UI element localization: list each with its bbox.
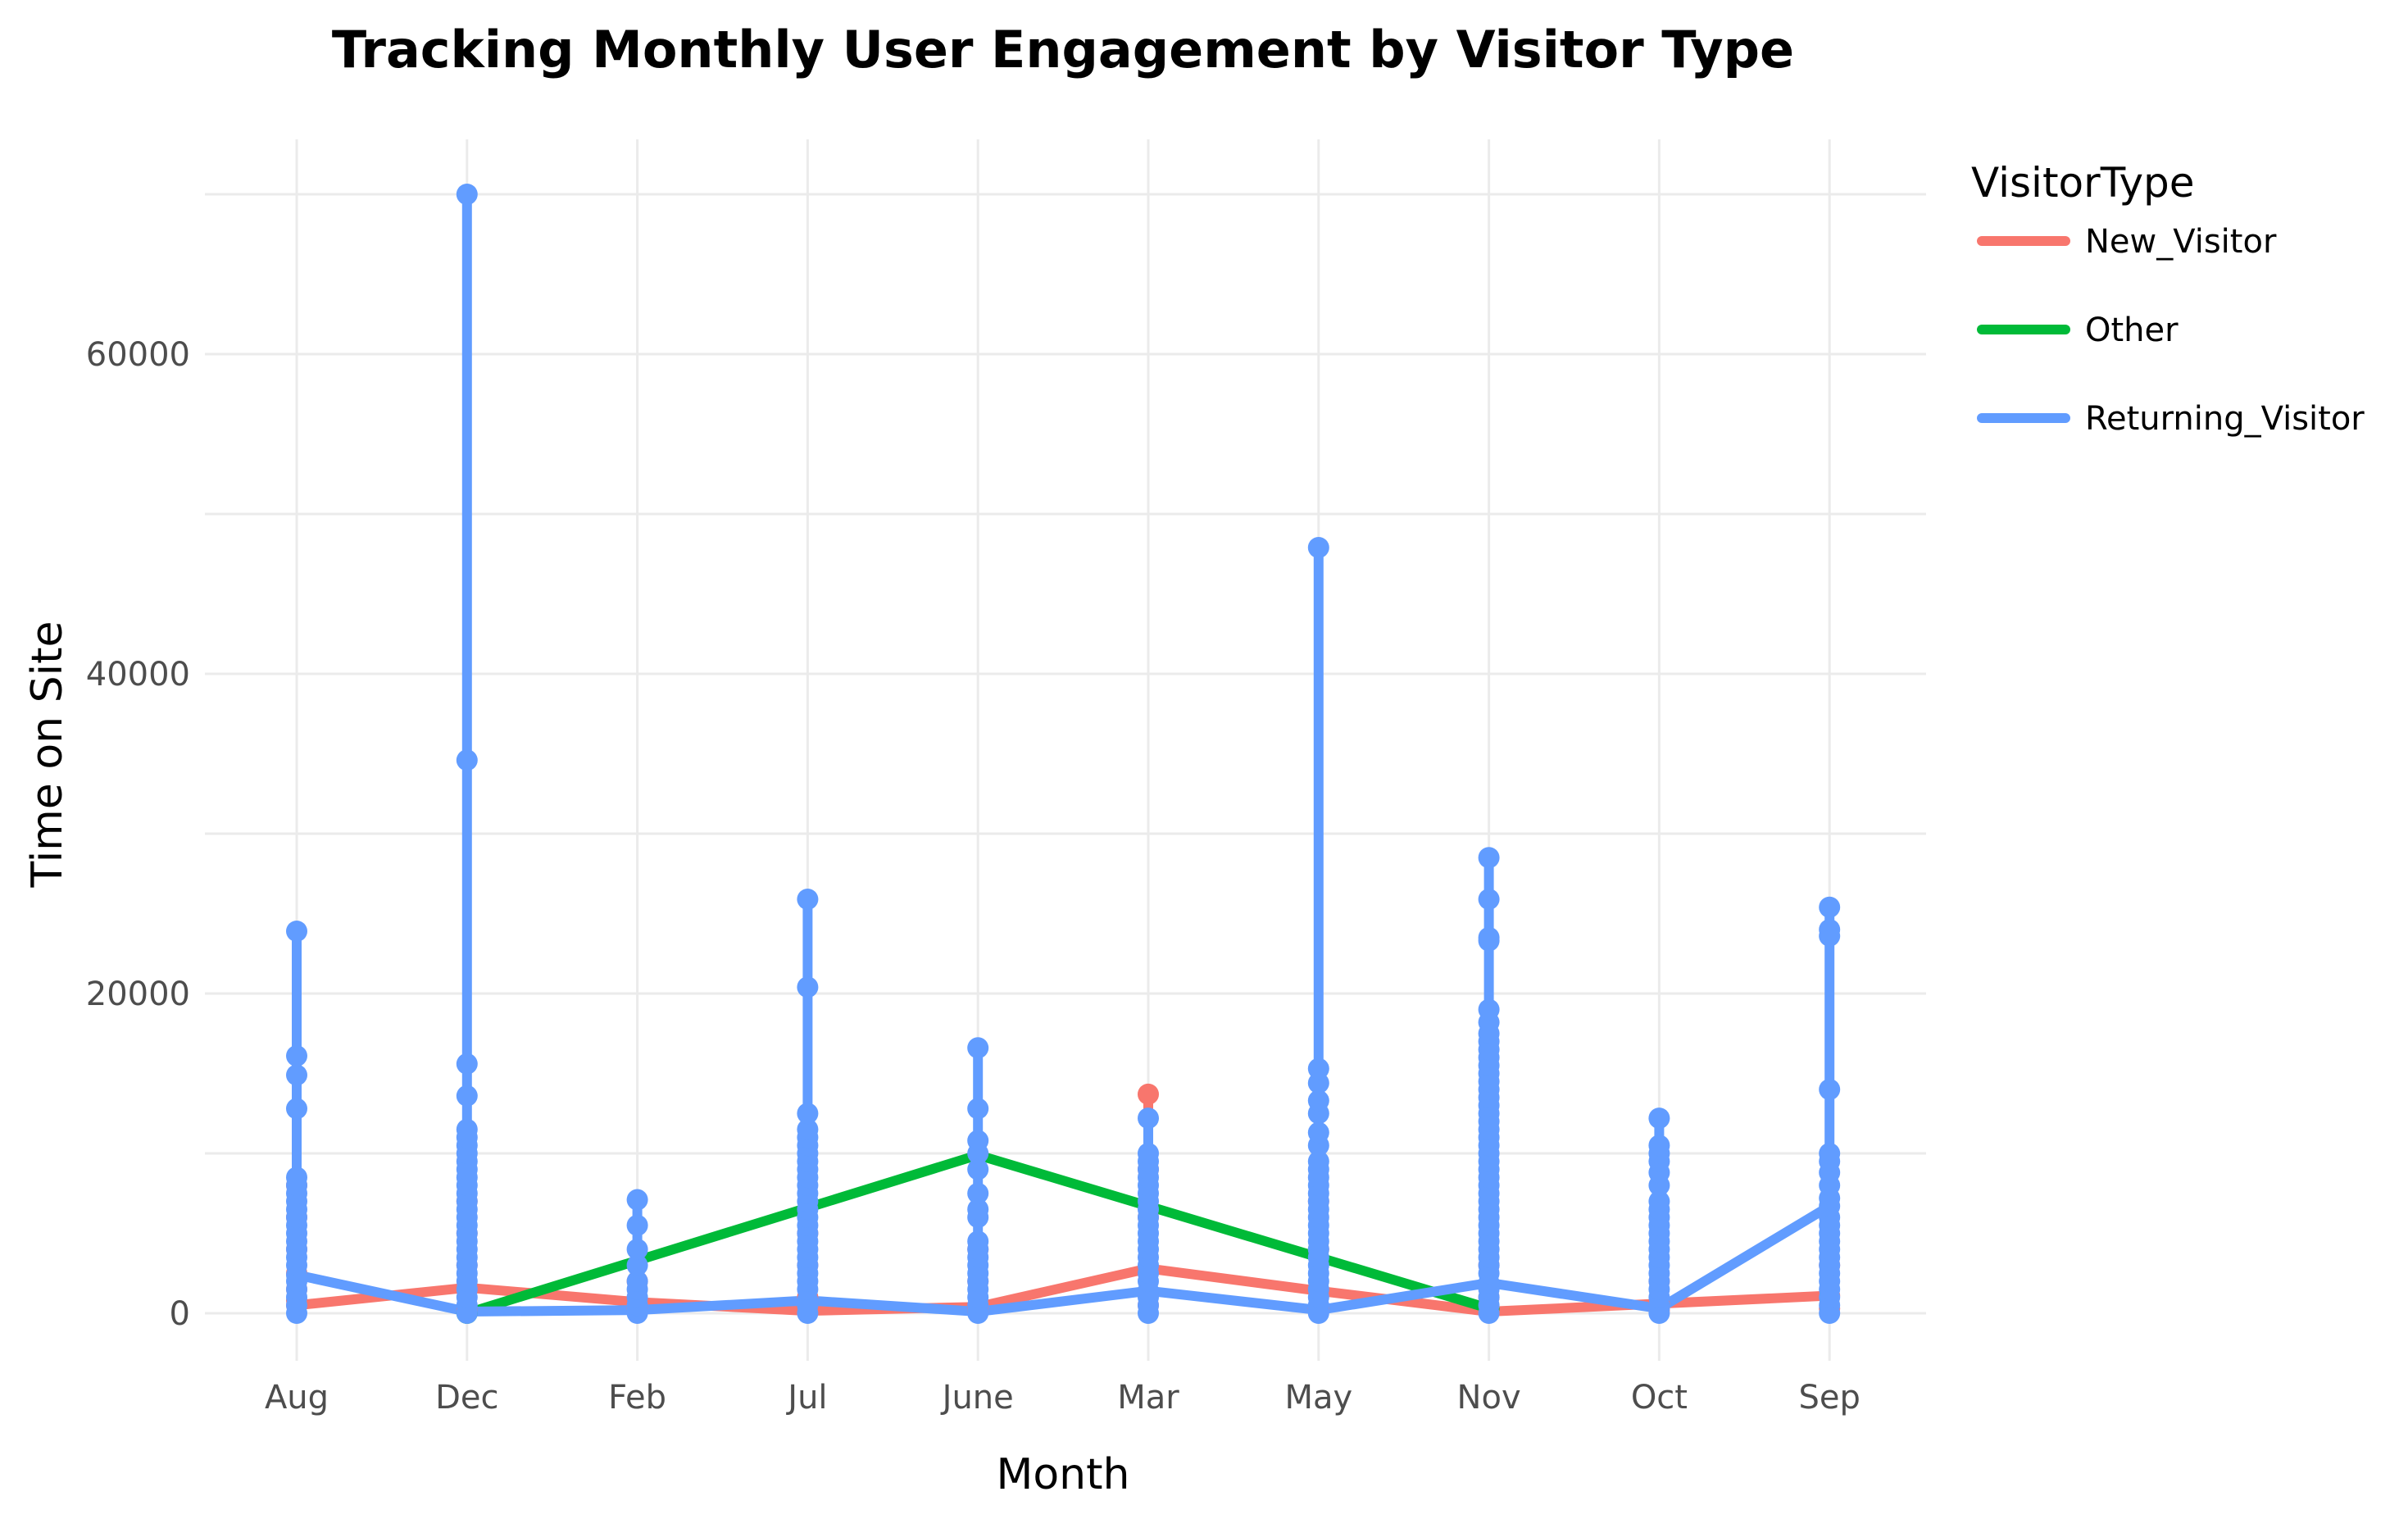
series-line-new-visitor xyxy=(292,1263,1835,1317)
y-tick-label: 40000 xyxy=(86,656,190,694)
data-point-returning-visitor xyxy=(626,1254,648,1276)
legend-label-returning-visitor: Returning_Visitor xyxy=(2085,400,2365,438)
series-layer xyxy=(292,189,1835,1318)
data-point-returning-visitor xyxy=(1648,1107,1670,1130)
data-point-returning-visitor xyxy=(797,976,819,998)
data-point-returning-visitor xyxy=(286,920,307,942)
data-point-returning-visitor xyxy=(1307,1121,1329,1144)
data-point-returning-visitor xyxy=(1307,536,1329,558)
data-point-returning-visitor xyxy=(286,1064,307,1086)
data-point-returning-visitor xyxy=(967,1182,989,1204)
data-point-returning-visitor xyxy=(1819,896,1841,918)
series-line-returning-visitor xyxy=(292,1201,1835,1317)
data-point-returning-visitor xyxy=(1478,998,1500,1021)
data-point-returning-visitor xyxy=(1819,919,1841,940)
x-tick-label: Aug xyxy=(265,1379,329,1417)
data-point-returning-visitor xyxy=(967,1158,989,1180)
x-tick-label: Mar xyxy=(1117,1379,1179,1417)
x-tick-label: Oct xyxy=(1631,1379,1688,1417)
data-point-returning-visitor xyxy=(456,749,478,771)
data-point-returning-visitor xyxy=(1478,926,1500,948)
data-point-returning-visitor xyxy=(797,888,819,910)
legend-title: VisitorType xyxy=(1971,159,2195,207)
y-tick-label: 20000 xyxy=(86,976,190,1013)
data-point-returning-visitor xyxy=(456,1053,478,1075)
data-point-returning-visitor xyxy=(967,1198,989,1221)
x-tick-label: Nov xyxy=(1457,1379,1521,1417)
data-point-new-visitor xyxy=(1138,1083,1159,1105)
axis-layer: 0 20000 40000 60000 Aug Dec Feb Jul June Mar May No… xyxy=(86,336,1861,1417)
legend-items: New_Visitor Other Returning_Visitor xyxy=(1977,223,2365,438)
data-point-returning-visitor xyxy=(286,1045,307,1067)
x-tick-label: May xyxy=(1284,1379,1352,1417)
x-tick-label: Sep xyxy=(1799,1379,1861,1417)
data-point-returning-visitor xyxy=(626,1189,648,1211)
data-point-returning-visitor xyxy=(1819,1079,1841,1100)
x-tick-label: Feb xyxy=(608,1379,666,1417)
legend: VisitorType New_Visitor Other Returning_Vi… xyxy=(1971,159,2365,438)
x-tick-label: Dec xyxy=(435,1379,498,1417)
data-point-returning-visitor xyxy=(456,1085,478,1107)
data-point-returning-visitor xyxy=(1138,1107,1159,1130)
data-point-returning-visitor xyxy=(967,1037,989,1059)
data-point-returning-visitor xyxy=(1819,1143,1841,1164)
points-layer xyxy=(286,184,1841,1324)
data-point-returning-visitor xyxy=(456,184,478,205)
y-tick-label: 0 xyxy=(170,1295,190,1333)
x-axis-title: Month xyxy=(997,1450,1130,1499)
data-point-returning-visitor xyxy=(626,1239,648,1260)
data-point-returning-visitor xyxy=(797,1118,819,1140)
data-point-returning-visitor xyxy=(1648,1190,1670,1212)
y-axis-title: Time on Site xyxy=(23,621,72,889)
data-point-returning-visitor xyxy=(1138,1143,1159,1164)
data-point-returning-visitor xyxy=(1648,1135,1670,1157)
data-point-returning-visitor xyxy=(1307,1150,1329,1172)
data-point-returning-visitor xyxy=(1478,847,1500,869)
x-tick-label: Jul xyxy=(785,1379,827,1417)
data-point-returning-visitor xyxy=(967,1230,989,1253)
data-point-returning-visitor xyxy=(967,1130,989,1152)
chart-title: Tracking Monthly User Engagement by Visi… xyxy=(332,20,1794,80)
data-point-returning-visitor xyxy=(797,1103,819,1125)
data-point-returning-visitor xyxy=(1307,1089,1329,1112)
data-point-returning-visitor xyxy=(1307,1057,1329,1080)
data-point-returning-visitor xyxy=(967,1098,989,1120)
y-tick-label: 60000 xyxy=(86,336,190,374)
x-tick-label: June xyxy=(940,1379,1014,1417)
data-point-returning-visitor xyxy=(1478,888,1500,910)
data-point-returning-visitor xyxy=(626,1214,648,1236)
legend-label-other: Other xyxy=(2085,312,2179,349)
legend-label-new-visitor: New_Visitor xyxy=(2085,223,2277,261)
data-point-returning-visitor xyxy=(456,1118,478,1140)
data-point-returning-visitor xyxy=(286,1167,307,1189)
data-point-returning-visitor xyxy=(286,1098,307,1120)
data-point-returning-visitor xyxy=(626,1271,648,1292)
